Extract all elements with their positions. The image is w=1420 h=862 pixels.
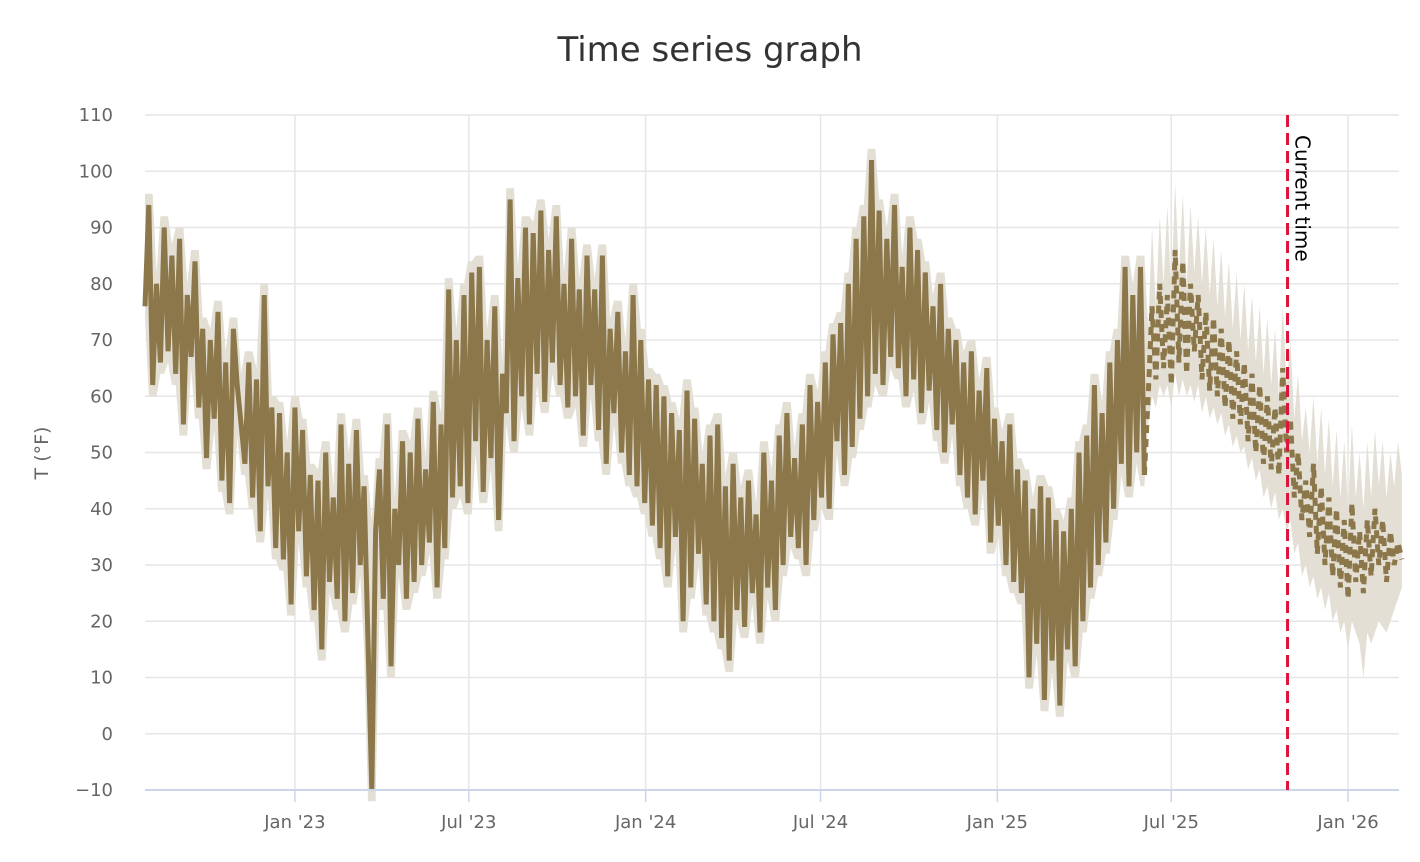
- confidence-band: [145, 148, 1402, 802]
- x-tick-label: Jan '23: [263, 812, 325, 833]
- y-tick-label: −10: [75, 780, 113, 801]
- current-time-label: Current time: [1291, 135, 1315, 262]
- current-time-marker: Current time: [1286, 115, 1315, 790]
- y-tick-label: 50: [90, 443, 113, 464]
- x-tick-label: Jan '24: [614, 812, 676, 833]
- x-tick-label: Jul '25: [1143, 812, 1199, 833]
- x-tick-label: Jan '26: [1316, 812, 1378, 833]
- y-tick-label: 70: [90, 330, 113, 351]
- y-tick-label: 20: [90, 611, 113, 632]
- x-tick-label: Jul '24: [792, 812, 848, 833]
- y-tick-label: 110: [79, 105, 113, 126]
- y-axis-title: T (°F): [31, 427, 53, 481]
- y-tick-label: 30: [90, 555, 113, 576]
- y-tick-label: 90: [90, 218, 113, 239]
- x-tick-label: Jul '23: [440, 812, 496, 833]
- confidence-band-area: [145, 148, 1402, 802]
- forecast-series-line: [1141, 249, 1405, 599]
- y-tick-label: 80: [90, 274, 113, 295]
- x-tick-label: Jan '25: [966, 812, 1028, 833]
- y-tick-label: 60: [90, 386, 113, 407]
- axes: −10 0 10 20 30 40 50 60 70 80 90 100 110 Jan '23 Jul '…: [75, 105, 1399, 833]
- series-lines: [142, 159, 1405, 791]
- y-tick-label: 100: [79, 161, 113, 182]
- y-tick-label: 40: [90, 499, 113, 520]
- observed-series-line: [142, 159, 1147, 791]
- chart-title: Time series graph: [557, 30, 863, 70]
- y-tick-label: 10: [90, 668, 113, 689]
- gridlines: [145, 114, 1399, 790]
- y-tick-label: 0: [102, 724, 113, 745]
